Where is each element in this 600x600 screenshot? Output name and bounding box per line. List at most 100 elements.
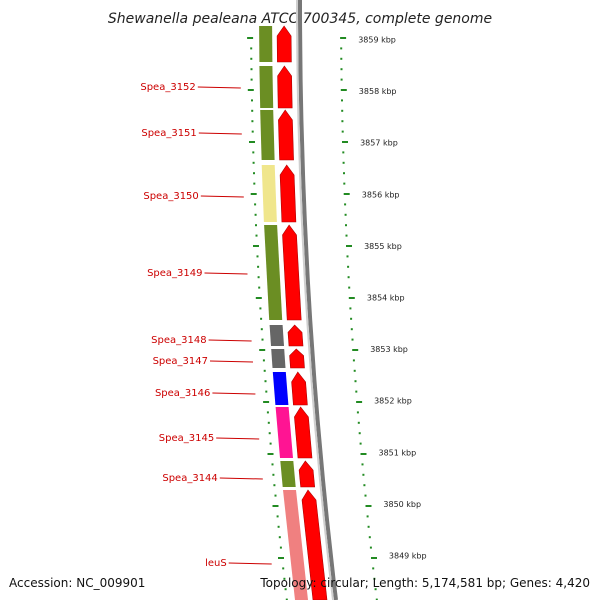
tick-mark xyxy=(278,557,284,559)
tick-mark xyxy=(265,390,268,393)
forward-arrow xyxy=(289,348,305,369)
kbp-labels: 3859 kbp 3858 kbp 3857 kbp 3856 kbp 3855 kbp… xyxy=(358,36,426,561)
tick-mark xyxy=(352,349,359,351)
gene-block xyxy=(272,372,289,405)
tick-mark xyxy=(345,234,348,237)
tick-mark xyxy=(251,120,254,123)
tick-mark xyxy=(341,120,344,123)
gene-blocks xyxy=(259,26,308,600)
genome-summary-text: Topology: circular; Length: 5,174,581 bp… xyxy=(260,576,590,590)
tick-mark xyxy=(352,359,355,362)
gene-label: Spea_3145 xyxy=(159,433,214,444)
tick-mark xyxy=(353,369,356,372)
tick-mark xyxy=(348,286,351,289)
gene-block xyxy=(280,461,296,487)
forward-arrow xyxy=(278,109,294,161)
forward-arrow xyxy=(298,460,316,488)
tick-mark xyxy=(340,78,343,81)
tick-mark xyxy=(350,328,353,331)
forward-arrow xyxy=(301,489,328,600)
tick-mark xyxy=(278,536,281,539)
backbone-inner-line xyxy=(296,0,334,600)
tick-mark xyxy=(358,432,361,435)
gene-label-leader xyxy=(209,360,254,363)
backbone-outer-line xyxy=(298,0,338,600)
gene-label: Spea_3149 xyxy=(147,268,202,279)
tick-mark xyxy=(357,421,360,424)
tick-mark xyxy=(345,224,347,227)
gene-block xyxy=(261,165,277,222)
tick-mark xyxy=(282,567,285,570)
tick-mark xyxy=(346,245,352,247)
tick-mark xyxy=(361,463,364,466)
gene-block xyxy=(271,349,286,368)
tick-mark xyxy=(349,307,352,310)
tick-mark xyxy=(347,276,350,279)
tick-mark xyxy=(253,182,256,185)
tick-mark xyxy=(263,369,266,372)
tick-marks-left xyxy=(247,37,288,600)
gene-label: Spea_3148 xyxy=(151,335,206,346)
tick-mark xyxy=(257,265,260,268)
gene-label-leader xyxy=(228,562,272,565)
tick-mark xyxy=(255,234,258,237)
gene-label-leader xyxy=(200,195,244,198)
kbp-label: 3858 kbp xyxy=(359,87,397,96)
tick-mark xyxy=(342,151,345,154)
tick-mark xyxy=(340,68,343,71)
tick-mark xyxy=(253,172,255,175)
tick-mark xyxy=(285,598,288,600)
tick-mark xyxy=(251,99,253,102)
kbp-label: 3849 kbp xyxy=(389,552,427,561)
gene-label: Spea_3146 xyxy=(155,388,210,399)
tick-mark xyxy=(267,453,274,455)
tick-mark xyxy=(267,421,270,424)
tick-mark xyxy=(369,546,372,549)
tick-mark xyxy=(374,588,377,591)
tick-mark xyxy=(371,557,377,559)
kbp-label: 3854 kbp xyxy=(367,294,405,303)
tick-mark xyxy=(354,380,357,383)
forward-arrows xyxy=(276,25,328,600)
tick-mark xyxy=(346,255,349,258)
gene-labels: Spea_3152 Spea_3151 Spea_3150 Spea_3149 Spea… xyxy=(140,82,272,569)
tick-mark xyxy=(348,297,355,299)
tick-mark xyxy=(250,78,253,81)
tick-mark xyxy=(344,213,347,216)
gene-block xyxy=(259,26,273,62)
tick-mark xyxy=(341,130,344,133)
gene-block xyxy=(283,490,308,600)
tick-mark xyxy=(276,515,279,518)
tick-mark xyxy=(262,359,265,362)
tick-mark xyxy=(364,494,367,497)
tick-mark xyxy=(343,193,350,195)
tick-mark xyxy=(368,536,371,539)
tick-mark xyxy=(341,99,343,102)
tick-mark xyxy=(359,442,362,445)
tick-mark xyxy=(253,245,259,247)
tick-mark xyxy=(260,317,263,320)
backbone xyxy=(296,0,338,600)
tick-mark xyxy=(259,307,262,310)
tick-mark xyxy=(252,161,255,164)
tick-mark xyxy=(250,193,257,195)
tick-mark xyxy=(252,151,255,154)
tick-mark xyxy=(264,380,267,383)
forward-arrow xyxy=(291,371,308,406)
forward-arrow xyxy=(287,324,304,347)
tick-mark xyxy=(272,505,279,507)
tick-mark xyxy=(279,546,282,549)
gene-block xyxy=(275,407,293,458)
tick-mark xyxy=(277,525,280,528)
tick-mark xyxy=(271,463,274,466)
tick-mark xyxy=(340,57,343,60)
tick-mark xyxy=(247,89,254,91)
tick-mark xyxy=(343,182,346,185)
tick-mark xyxy=(341,109,344,112)
gene-block xyxy=(260,110,275,160)
tick-mark xyxy=(342,141,348,143)
gene-block xyxy=(269,325,284,346)
tick-mark xyxy=(355,390,358,393)
tick-mark xyxy=(259,349,266,351)
